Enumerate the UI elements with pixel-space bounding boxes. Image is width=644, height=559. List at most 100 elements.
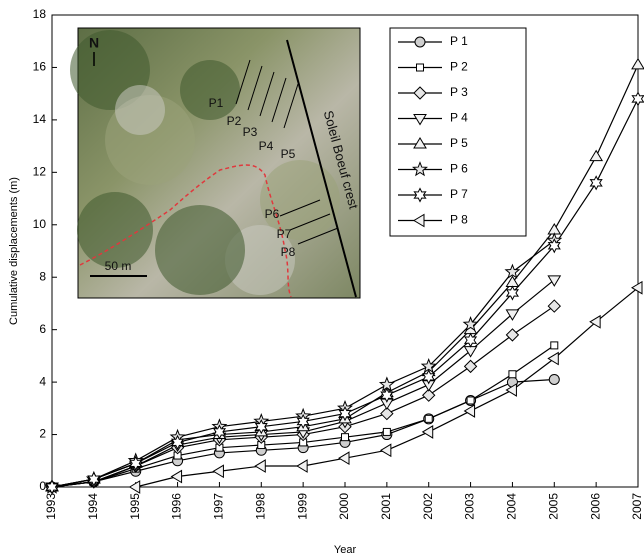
marker <box>421 425 434 439</box>
photo-texture <box>260 160 340 240</box>
marker <box>379 443 392 458</box>
x-tick-label: 2002 <box>421 493 435 520</box>
y-tick-label: 10 <box>33 217 47 231</box>
marker <box>631 91 644 107</box>
marker <box>508 370 517 379</box>
photo-texture <box>115 85 165 135</box>
legend-label: P 5 <box>450 136 468 150</box>
profile-line <box>279 199 321 217</box>
marker <box>505 309 520 321</box>
legend-marker <box>413 187 427 203</box>
photo-texture <box>77 192 153 268</box>
marker <box>505 285 520 301</box>
plot-frame <box>51 14 639 488</box>
inset-label: P5 <box>281 147 296 161</box>
marker <box>548 373 560 385</box>
marker <box>463 332 478 348</box>
marker <box>212 424 227 440</box>
profile-line <box>297 227 339 245</box>
series-line <box>51 279 555 488</box>
marker <box>550 341 559 350</box>
legend-label: P 3 <box>450 85 468 99</box>
marker <box>254 419 268 435</box>
profile-line <box>259 71 275 117</box>
marker <box>212 464 224 479</box>
marker <box>547 275 562 287</box>
y-tick-label: 2 <box>39 427 46 441</box>
marker <box>463 359 478 374</box>
marker <box>631 280 643 295</box>
x-tick-label: 2007 <box>630 493 644 520</box>
marker <box>589 314 601 329</box>
inset-label: N <box>89 35 99 51</box>
marker <box>380 406 394 421</box>
x-tick-label: 2003 <box>463 493 477 520</box>
landslide-outline <box>79 164 292 298</box>
profile-line <box>271 77 287 123</box>
marker <box>341 433 349 442</box>
x-tick-label: 1999 <box>295 493 309 520</box>
y-tick-label: 12 <box>33 165 47 179</box>
x-tick-label: 2006 <box>588 493 602 520</box>
legend-label: P 8 <box>450 213 468 227</box>
x-tick-label: 1996 <box>170 493 184 520</box>
profile-line <box>247 65 263 111</box>
marker <box>466 396 475 405</box>
marker <box>504 263 521 279</box>
y-tick-label: 0 <box>39 479 46 493</box>
marker <box>87 471 101 487</box>
marker <box>128 480 141 494</box>
photo-texture <box>155 205 245 295</box>
marker <box>547 238 561 254</box>
marker <box>338 405 352 422</box>
inset-label: P1 <box>209 96 224 110</box>
x-tick-label: 1994 <box>86 493 100 520</box>
marker <box>45 479 59 495</box>
y-tick-label: 6 <box>39 322 46 336</box>
marker <box>422 369 436 385</box>
marker <box>380 387 394 403</box>
legend-marker <box>414 36 426 48</box>
x-tick-label: 2001 <box>379 493 393 520</box>
marker <box>589 149 604 162</box>
y-tick-label: 14 <box>33 112 47 126</box>
legend-label: P 7 <box>450 187 468 201</box>
legend-marker <box>413 137 427 149</box>
profile-line <box>283 83 299 129</box>
marker <box>463 404 476 418</box>
x-tick-label: 1998 <box>253 493 267 520</box>
marker <box>170 469 183 484</box>
legend-box <box>389 27 527 237</box>
inset-label: P7 <box>277 227 292 241</box>
marker <box>296 413 310 430</box>
legend-marker <box>413 86 427 100</box>
marker <box>129 455 143 472</box>
y-tick-label: 4 <box>39 374 46 388</box>
profile-line <box>289 213 331 231</box>
legend-marker <box>413 114 427 126</box>
marker <box>254 459 266 473</box>
marker <box>296 459 308 473</box>
marker <box>505 328 520 342</box>
legend-label: P 6 <box>450 162 468 176</box>
marker <box>589 175 603 191</box>
profile-line <box>235 59 251 105</box>
marker <box>462 316 479 332</box>
x-tick-label: 1995 <box>128 493 142 520</box>
marker <box>505 383 517 397</box>
marker <box>547 351 559 366</box>
x-tick-label: 1997 <box>212 493 226 520</box>
legend-label: P 2 <box>450 60 468 74</box>
y-tick-label: 18 <box>33 7 47 21</box>
y-tick-label: 16 <box>33 60 47 74</box>
crest-line <box>286 39 357 298</box>
x-tick-label: 2005 <box>546 493 560 520</box>
photo-texture <box>180 60 240 120</box>
marker <box>547 299 561 313</box>
marker <box>631 57 644 70</box>
marker <box>338 451 350 466</box>
marker <box>382 427 391 436</box>
legend-label: P 4 <box>450 111 468 125</box>
